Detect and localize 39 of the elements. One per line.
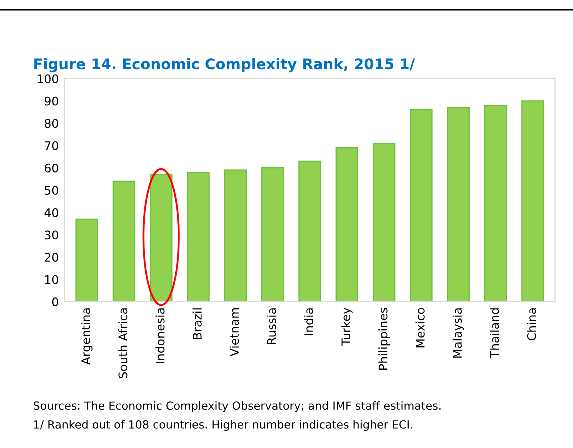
x-tick-label: Vietnam — [230, 308, 240, 357]
y-tick-label: 30 — [45, 230, 58, 240]
x-tick-label: Malaysia — [452, 308, 464, 358]
y-tick-label: 40 — [44, 208, 58, 218]
bar — [298, 160, 322, 302]
x-tick-label: South Africa — [118, 308, 128, 378]
bar — [410, 110, 433, 302]
y-tick-label: 20 — [45, 253, 58, 262]
x-tick-label: Turkey — [341, 308, 353, 346]
x-tick-label: Brazil — [192, 308, 202, 340]
bar — [522, 100, 544, 302]
bar — [187, 172, 210, 302]
y-tick-label: 100 — [38, 74, 58, 84]
text: 1/ Ranked out of 108 countries. Higher number indicates higher ECI. — [34, 420, 412, 432]
y-tick-label: 90 — [44, 96, 58, 106]
x-tick-label: Indonesia — [156, 308, 165, 364]
chart-title: Figure 14. Economic Complexity Rank, 2015 1/ — [34, 58, 416, 73]
y-tick-label: 60 — [44, 164, 58, 173]
bar — [112, 180, 136, 302]
x-tick-label: India — [304, 308, 314, 336]
bar — [484, 105, 508, 302]
x-tick-label: China — [527, 308, 536, 341]
y-tick-label: 10 — [45, 275, 58, 284]
x-tick-label: Mexico — [416, 308, 425, 348]
source-note: Sources: The Economic Complexity Observatory; and IMF staff estimates. — [34, 401, 441, 412]
x-tick-label: Thailand — [490, 308, 500, 358]
bar — [262, 168, 284, 302]
y-tick-label: 80 — [44, 119, 58, 128]
bar — [447, 107, 470, 302]
bar — [336, 147, 358, 302]
x-tick-label: Philippines — [378, 308, 390, 370]
y-tick-label: 70 — [45, 142, 58, 150]
x-tick-label: Russia — [267, 308, 276, 344]
y-tick-label: 50 — [45, 186, 58, 196]
y-tick-label: 0 — [52, 298, 58, 307]
bar — [372, 142, 396, 302]
x-tick-label: Argentina — [81, 308, 93, 365]
bar — [76, 218, 98, 302]
bar — [224, 170, 248, 302]
